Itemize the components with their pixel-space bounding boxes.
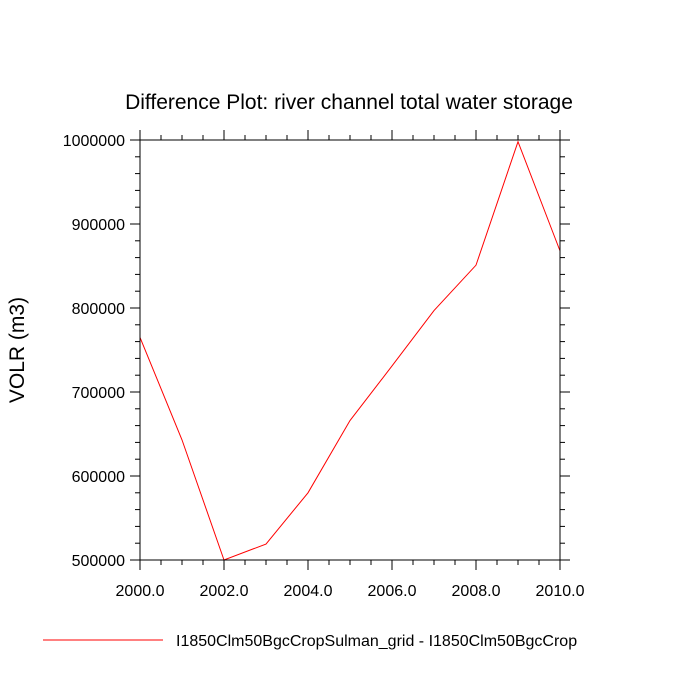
y-axis-label: VOLR (m3) (6, 297, 29, 403)
chart-title: Difference Plot: river channel total wat… (125, 91, 573, 114)
y-tick-label: 800000 (72, 301, 125, 318)
y-tick-label: 600000 (72, 469, 125, 486)
y-tick-label: 500000 (72, 553, 125, 570)
x-tick-label: 2008.0 (452, 583, 501, 600)
x-tick-label: 2010.0 (536, 583, 585, 600)
series-line (139, 140, 561, 561)
legend-label: I1850Clm50BgcCropSulman_grid - I1850Clm5… (176, 633, 577, 650)
x-tick-label: 2006.0 (368, 583, 417, 600)
x-tick-label: 2004.0 (284, 583, 333, 600)
x-tick-label: 2002.0 (200, 583, 249, 600)
x-tick-label: 2000.0 (116, 583, 165, 600)
y-tick-label: 700000 (72, 385, 125, 402)
legend: I1850Clm50BgcCropSulman_grid - I1850Clm5… (43, 633, 577, 650)
y-tick-label: 900000 (72, 217, 125, 234)
plot-area: 2000.0 2002.0 2004.0 2006.0 2008.0 2010.0 5000… (63, 130, 585, 600)
y-tick-label: 1000000 (63, 133, 125, 150)
